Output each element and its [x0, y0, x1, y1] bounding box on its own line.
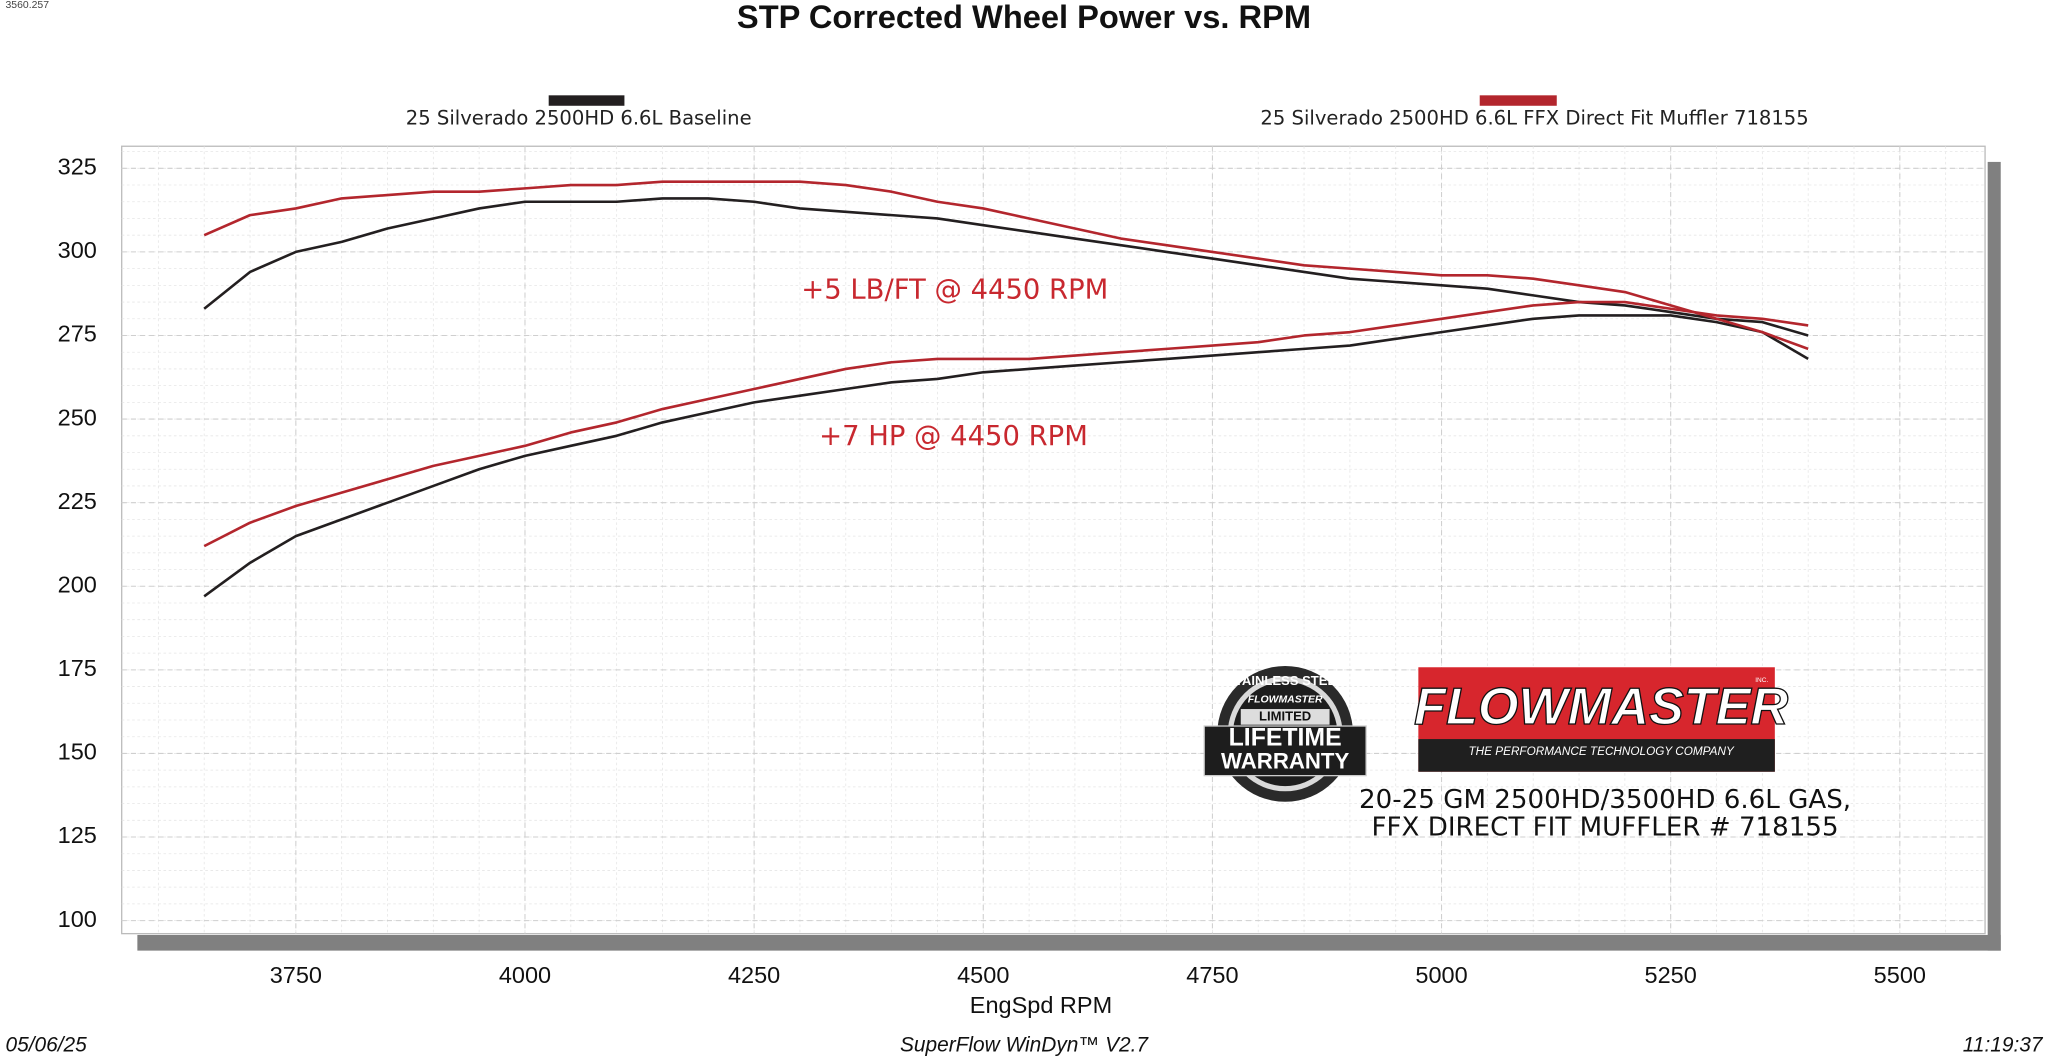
plot-shadow — [1987, 161, 2001, 951]
x-tick-label: 4000 — [499, 962, 551, 988]
badge-text: FLOWMASTER — [1248, 695, 1323, 706]
badge-text: WARRANTY — [1221, 748, 1349, 773]
series-line — [203, 314, 1809, 598]
y-tick-label: 250 — [58, 404, 97, 430]
y-tick-label: 225 — [58, 488, 97, 514]
y-tick-label: 150 — [58, 739, 97, 765]
product-text: FFX DIRECT FIT MUFFLER # 718155 — [1372, 812, 1839, 842]
series-line — [203, 197, 1809, 337]
x-tick-label: 4500 — [957, 962, 1009, 988]
x-tick-label: 4750 — [1186, 962, 1238, 988]
footer-time: 11:19:37 — [1963, 1033, 2044, 1056]
legend-swatch — [1479, 95, 1557, 106]
badge-text: STAINLESS STEEL — [1226, 673, 1344, 688]
annotation: +7 HP @ 4450 RPM — [819, 421, 1088, 452]
plot-area — [121, 145, 1986, 935]
footer-date: 05/06/25 — [5, 1033, 87, 1056]
plot — [203, 180, 1809, 598]
series-line — [203, 180, 1809, 351]
y-tick-label: 275 — [58, 321, 97, 347]
badge-text: LIFETIME — [1229, 725, 1342, 752]
y-tick-label: 125 — [58, 822, 97, 848]
x-tick-label: 3750 — [270, 962, 322, 988]
footer-software: SuperFlow WinDyn™ V2.7 — [900, 1033, 1149, 1056]
x-tick-label: 5000 — [1415, 962, 1467, 988]
x-tick-label: 4250 — [728, 962, 780, 988]
legend-label: 25 Silverado 2500HD 6.6L FFX Direct Fit … — [1260, 106, 1808, 129]
corner-label: 3560.257 — [5, 0, 49, 11]
warranty-badge: STAINLESS STEEL FLOWMASTER LIMITED LIFET… — [1203, 665, 1367, 802]
x-axis-label: EngSpd RPM — [970, 992, 1112, 1018]
y-tick-label: 300 — [58, 237, 97, 263]
series-line — [203, 300, 1809, 548]
logo-brand: FLOWMASTER — [1414, 678, 1788, 736]
badge-text: LIMITED — [1259, 708, 1311, 723]
legend-label: 25 Silverado 2500HD 6.6L Baseline — [406, 106, 752, 129]
legend-swatch — [548, 95, 625, 106]
logo-suffix: INC. — [1755, 677, 1768, 684]
plot-shadow — [137, 934, 2001, 951]
y-tick-label: 100 — [58, 906, 97, 932]
x-tick-label: 5250 — [1645, 962, 1697, 988]
flowmaster-logo: FLOWMASTER INC. THE PERFORMANCE TECHNOLO… — [1413, 667, 1789, 772]
product-text: 20-25 GM 2500HD/3500HD 6.6L GAS, — [1359, 785, 1851, 815]
y-tick-label: 325 — [58, 154, 97, 180]
annotation: +5 LB/FT @ 4450 RPM — [801, 275, 1108, 306]
logo-tagline: THE PERFORMANCE TECHNOLOGY COMPANY — [1469, 745, 1735, 758]
chart-title: STP Corrected Wheel Power vs. RPM — [737, 0, 1311, 35]
y-tick-label: 175 — [58, 655, 97, 681]
y-tick-label: 200 — [58, 571, 97, 597]
x-tick-label: 5500 — [1874, 962, 1926, 988]
